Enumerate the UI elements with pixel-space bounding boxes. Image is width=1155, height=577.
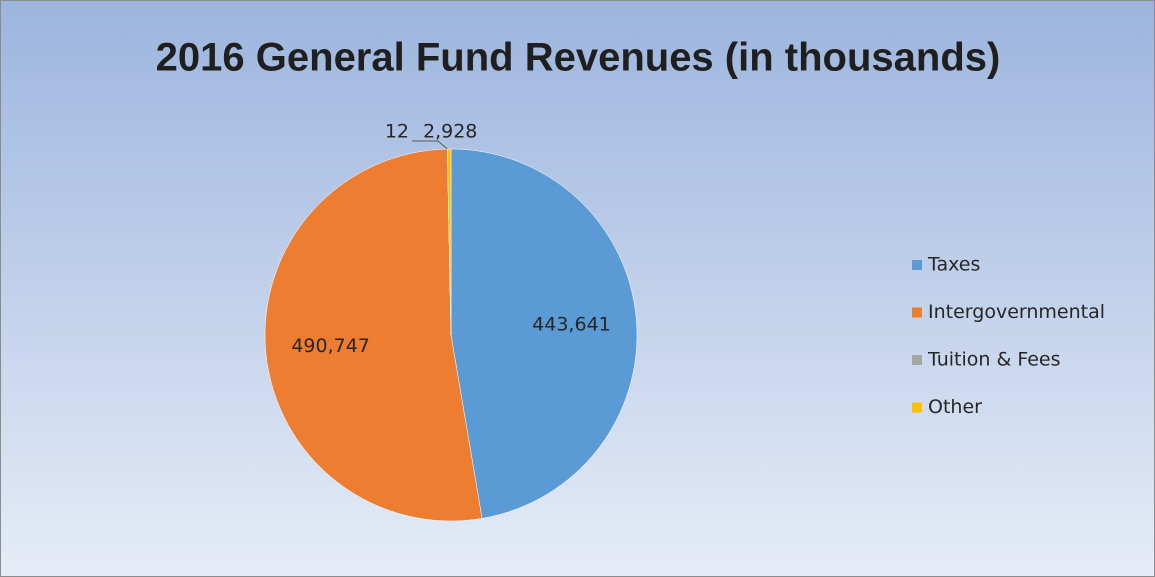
legend-swatch [912, 307, 922, 318]
legend-label: Intergovernmental [928, 301, 1105, 323]
data-label: 443,641 [532, 313, 611, 335]
leader-line [437, 140, 448, 150]
pie-slice [264, 148, 483, 522]
data-label: 490,747 [291, 335, 370, 357]
legend-label: Other [928, 396, 982, 418]
legend-label: Tuition & Fees [927, 349, 1061, 371]
legend-swatch [912, 402, 922, 413]
legend-swatch [912, 260, 922, 270]
data-label: 12 [385, 121, 409, 143]
legend-label: Taxes [927, 254, 980, 276]
pie-slice [450, 148, 638, 519]
legend-swatch [912, 355, 922, 365]
pie-slice [447, 148, 452, 336]
chart-title: 2016 General Fund Revenues (in thousands… [156, 36, 1001, 80]
data-label: 2,928 [423, 121, 477, 143]
